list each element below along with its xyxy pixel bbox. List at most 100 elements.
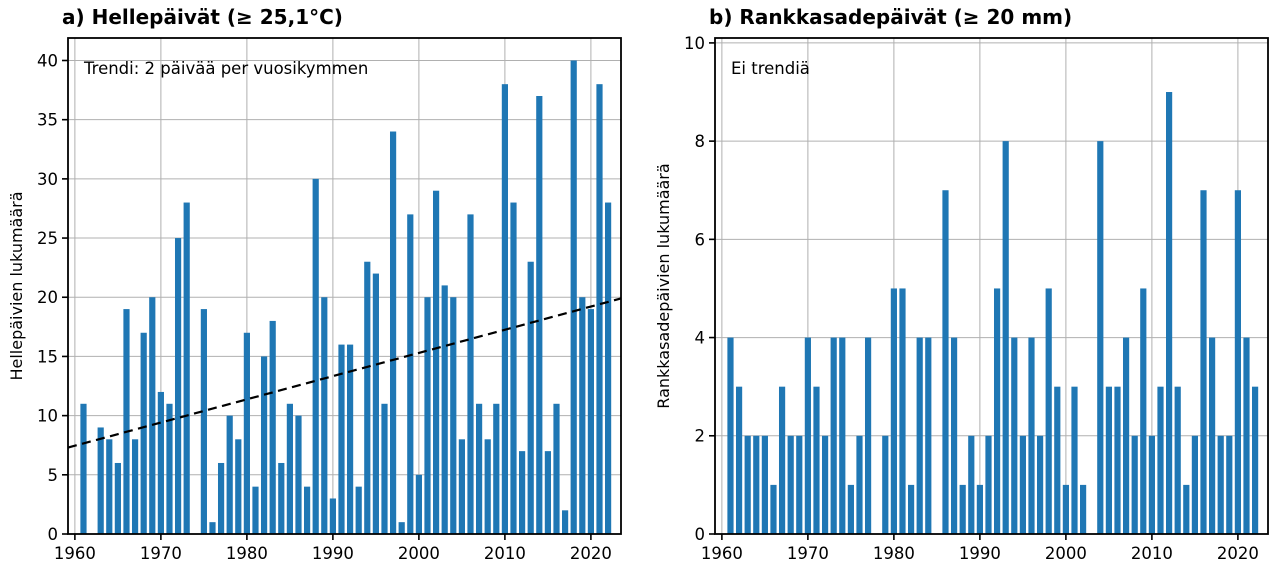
bar-2019: [579, 297, 586, 534]
chart-b-trend-annotation: Ei trendiä: [731, 59, 810, 78]
bar-2007: [1122, 337, 1130, 534]
bar-1988: [312, 178, 319, 535]
bar-2016: [1200, 190, 1207, 535]
bar-1981: [252, 486, 259, 534]
bar-2014: [536, 96, 543, 535]
bar-1970: [157, 391, 164, 534]
chart-b-y-axis-label: Rankkasadepäivien lukumäärä: [654, 163, 673, 408]
bar-1974: [839, 337, 846, 534]
bar-1979: [235, 439, 242, 534]
bar-1971: [813, 386, 820, 534]
bar-1976: [856, 435, 863, 534]
bar-1988: [959, 484, 966, 534]
chart-b: 1960 1970 1980 1990 2000 2010 2020 0 2 4 6 8 10: [684, 34, 1269, 563]
bar-1977: [217, 462, 225, 534]
y-tick-label: 15: [37, 347, 58, 366]
bar-1962: [735, 386, 743, 534]
bar-2006: [467, 214, 474, 534]
bar-1986: [942, 190, 949, 535]
bar-1996: [381, 403, 388, 534]
bar-1977: [864, 337, 872, 534]
y-tick-label: 25: [37, 229, 58, 248]
chart-a-y-axis-label: Hellepäivien lukumäärä: [7, 191, 26, 380]
chart-b-title: b) Rankkasadepäivät (≥ 20 mm): [709, 5, 1072, 29]
bar-2003: [441, 285, 448, 534]
x-tick-label: 1990: [959, 544, 1001, 563]
bar-1961: [727, 337, 734, 534]
bar-2022: [1252, 386, 1259, 534]
bar-2021: [596, 84, 603, 535]
y-tick-label: 20: [37, 288, 58, 307]
bar-1993: [1002, 141, 1009, 534]
bar-1989: [968, 435, 975, 534]
bar-2019: [1226, 435, 1233, 534]
bar-1970: [804, 337, 811, 534]
bar-2020: [1234, 190, 1241, 535]
bar-2014: [1183, 484, 1190, 534]
y-tick-label: 30: [37, 170, 58, 189]
bar-1964: [753, 435, 760, 534]
x-tick-label: 1990: [312, 544, 354, 563]
bar-1984: [925, 337, 932, 534]
bar-1983: [269, 320, 276, 534]
bar-1998: [1045, 288, 1052, 534]
bar-2001: [1071, 386, 1078, 534]
bar-2011: [510, 202, 517, 534]
bar-1961: [80, 403, 87, 534]
bar-2009: [1140, 288, 1147, 534]
bar-1963: [97, 427, 104, 534]
bar-1994: [1011, 337, 1018, 534]
bar-1989: [321, 297, 328, 534]
bar-1968: [787, 435, 794, 534]
bar-1983: [916, 337, 923, 534]
bar-2005: [458, 439, 465, 534]
bar-2017: [562, 510, 569, 534]
plot-frame: [67, 37, 622, 535]
bar-2008: [1131, 435, 1138, 534]
bar-2004: [1097, 141, 1104, 534]
trend-line: [67, 297, 622, 449]
bar-1967: [131, 439, 139, 534]
x-tick-label: 2020: [570, 544, 612, 563]
bar-2015: [544, 451, 551, 534]
bar-1980: [243, 332, 250, 534]
bar-1990: [329, 498, 336, 534]
bar-1975: [200, 309, 207, 534]
bar-2002: [1079, 484, 1087, 534]
bar-2010: [501, 84, 508, 535]
bar-1996: [1028, 337, 1035, 534]
bar-1992: [993, 288, 1001, 534]
bar-1972: [821, 435, 829, 534]
bar-2017: [1209, 337, 1216, 534]
x-tick-label: 2000: [398, 544, 440, 563]
y-tick-label: 0: [48, 525, 59, 544]
bar-2011: [1157, 386, 1164, 534]
bar-1966: [123, 309, 130, 534]
bar-2009: [493, 403, 500, 534]
bar-1963: [744, 435, 751, 534]
bar-1999: [1054, 386, 1061, 534]
bar-2018: [1217, 435, 1224, 534]
bar-2016: [553, 403, 560, 534]
x-tick-label: 2010: [484, 544, 526, 563]
bar-1997: [1036, 435, 1044, 534]
bar-1976: [209, 522, 216, 534]
bar-1967: [778, 386, 786, 534]
x-tick-label: 2020: [1217, 544, 1259, 563]
y-tick-label: 6: [695, 230, 706, 249]
bar-2006: [1114, 386, 1121, 534]
bar-1984: [278, 462, 285, 534]
bar-1987: [303, 486, 311, 534]
bar-1995: [372, 273, 379, 534]
y-tick-label: 4: [695, 329, 706, 348]
x-tick-label: 1970: [140, 544, 182, 563]
bar-1997: [389, 131, 397, 535]
chart-a-trend-annotation: Trendi: 2 päivää per vuosikymmen: [83, 59, 368, 78]
bar-1973: [183, 202, 190, 534]
bar-2012: [1166, 92, 1173, 534]
bar-2005: [1105, 386, 1112, 534]
bar-1994: [364, 261, 371, 534]
y-tick-label: 5: [48, 466, 59, 485]
